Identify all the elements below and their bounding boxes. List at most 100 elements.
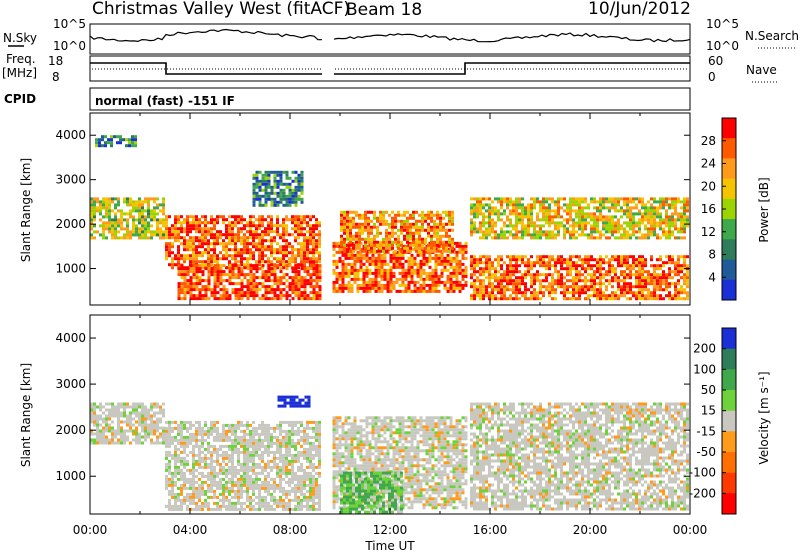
echo-cell (309, 279, 313, 283)
echo-cell (204, 291, 208, 295)
echo-cell (605, 279, 608, 283)
echo-cell (500, 285, 503, 289)
echo-cell (225, 429, 228, 433)
echo-cell (665, 215, 668, 219)
echo-cell (192, 254, 195, 258)
echo-cell (249, 227, 252, 231)
echo-cell (473, 285, 476, 289)
echo-cell (575, 285, 578, 289)
echo-cell (123, 212, 126, 216)
echo-cell (611, 294, 614, 298)
echo-cell (674, 206, 677, 210)
echo-cell (403, 213, 406, 217)
echo-cell (497, 261, 500, 265)
echo-cell (497, 282, 500, 286)
echo-cell (261, 176, 265, 180)
echo-cell (332, 271, 336, 275)
echo-cell (102, 441, 105, 445)
echo-cell (98, 138, 101, 142)
echo-cell (593, 279, 596, 283)
echo-cell (380, 289, 384, 293)
echo-cell (177, 468, 180, 472)
echo-cell (382, 240, 385, 244)
echo-cell (285, 233, 288, 237)
echo-cell (300, 170, 304, 174)
echo-cell (240, 273, 244, 277)
echo-cell (252, 203, 256, 207)
echo-cell (352, 243, 355, 247)
echo-cell (461, 253, 465, 257)
echo-cell (138, 402, 141, 406)
echo-cell (380, 262, 384, 266)
echo-cell (356, 256, 360, 260)
echo-cell (231, 465, 234, 469)
echo-cell (439, 237, 442, 241)
echo-cell (285, 285, 289, 289)
echo-cell (141, 423, 144, 427)
echo-cell (288, 218, 291, 222)
echo-cell (500, 197, 503, 201)
echo-cell (213, 224, 216, 228)
echo-cell (641, 215, 644, 219)
echo-cell (596, 282, 599, 286)
echo-cell (599, 230, 602, 234)
echo-cell (201, 507, 204, 511)
echo-cell (270, 260, 273, 264)
echo-cell (156, 417, 159, 421)
echo-cell (234, 251, 237, 255)
echo-cell (368, 256, 372, 260)
echo-cell (252, 245, 255, 249)
echo-cell (671, 197, 674, 201)
echo-cell (452, 274, 456, 278)
echo-cell (210, 294, 214, 298)
echo-cell (216, 429, 219, 433)
echo-cell (150, 417, 153, 421)
echo-cell (276, 279, 280, 283)
echo-cell (216, 230, 219, 234)
echo-cell (404, 283, 408, 287)
echo-cell (108, 423, 111, 427)
echo-cell (566, 230, 569, 234)
echo-cell (497, 279, 500, 283)
echo-cell (614, 221, 617, 225)
echo-cell (261, 242, 264, 246)
echo-cell (261, 273, 265, 277)
echo-cell (394, 225, 397, 229)
echo-cell (440, 253, 444, 257)
echo-cell (165, 438, 168, 442)
echo-cell (362, 286, 366, 290)
echo-cell (147, 426, 150, 430)
echo-cell (382, 237, 385, 241)
echo-cell (430, 237, 433, 241)
echo-cell (261, 285, 265, 289)
echo-cell (575, 255, 578, 259)
echo-cell (201, 501, 204, 505)
echo-cell (240, 288, 244, 292)
echo-cell (222, 273, 226, 277)
echo-cell (243, 224, 246, 228)
echo-cell (442, 234, 445, 238)
echo-cell (153, 230, 156, 234)
echo-cell (294, 194, 298, 198)
echo-cell (401, 265, 405, 269)
echo-cell (656, 279, 659, 283)
echo-cell (503, 209, 506, 213)
echo-cell (641, 200, 644, 204)
echo-cell (123, 227, 126, 231)
echo-cell (270, 221, 273, 225)
echo-cell (189, 230, 192, 234)
echo-cell (171, 233, 174, 237)
echo-cell (195, 438, 198, 442)
echo-cell (605, 270, 608, 274)
echo-cell (479, 224, 482, 228)
echo-cell (225, 432, 228, 436)
echo-cell (165, 215, 168, 219)
echo-cell (445, 234, 448, 238)
echo-cell (362, 256, 366, 260)
echo-cell (341, 277, 345, 281)
echo-cell (216, 239, 219, 243)
echo-cell (141, 227, 144, 231)
echo-cell (347, 271, 351, 275)
echo-cell (587, 258, 590, 262)
echo-cell (273, 251, 276, 255)
